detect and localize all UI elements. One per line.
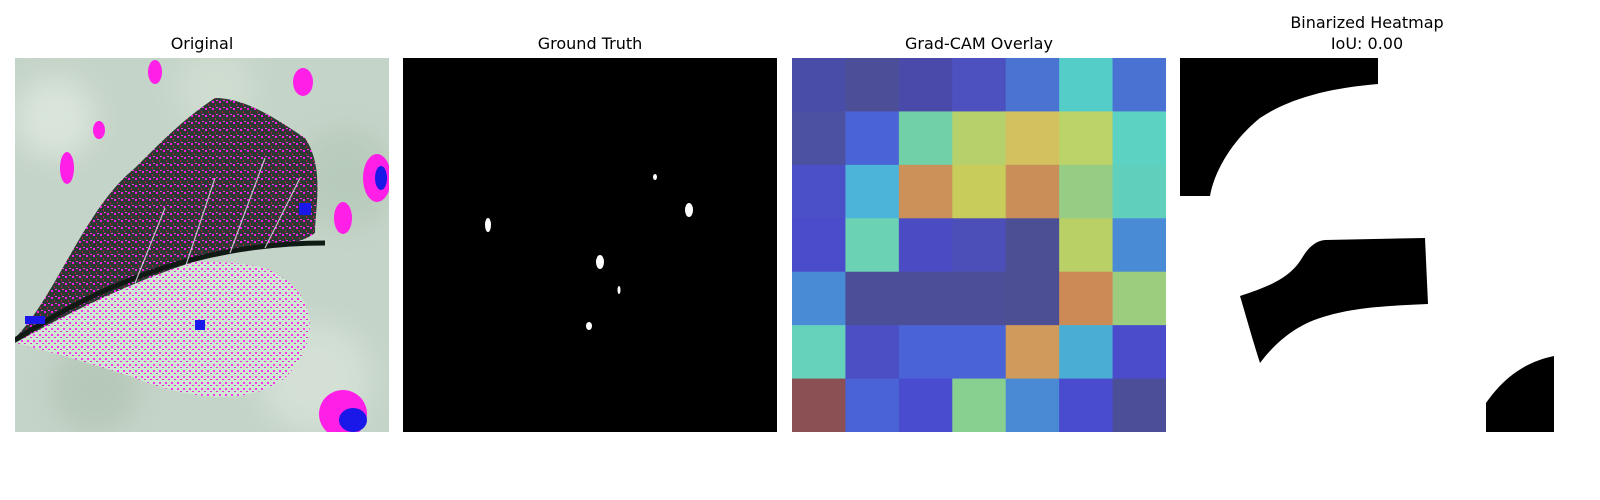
gradcam-cell bbox=[845, 111, 900, 166]
panel-title-binarized: Binarized Heatmap bbox=[1290, 13, 1444, 32]
gradcam-cell bbox=[845, 164, 900, 219]
gradcam-cell bbox=[952, 378, 1007, 432]
gradcam-cell bbox=[1005, 218, 1060, 273]
panel-ground-truth: Ground Truth bbox=[403, 0, 777, 500]
gradcam-cell bbox=[952, 271, 1007, 326]
original-leaf-image bbox=[15, 58, 389, 432]
gradcam-cell bbox=[1112, 58, 1166, 112]
gradcam-cell bbox=[898, 58, 953, 112]
gradcam-cell bbox=[792, 218, 846, 273]
gradcam-cell bbox=[1112, 271, 1166, 326]
gradcam-cell bbox=[792, 111, 846, 166]
gradcam-cell bbox=[952, 325, 1007, 380]
gradcam-cell bbox=[1059, 378, 1114, 432]
binarized-mask bbox=[1180, 58, 1554, 432]
gradcam-cell bbox=[952, 218, 1007, 273]
gradcam-cell bbox=[1059, 271, 1114, 326]
gradcam-cell bbox=[952, 58, 1007, 112]
gradcam-cell bbox=[898, 325, 953, 380]
panel-title-original: Original bbox=[170, 34, 234, 53]
gradcam-cell bbox=[845, 325, 900, 380]
gradcam-cell bbox=[1005, 164, 1060, 219]
gradcam-cell bbox=[792, 164, 846, 219]
panel-title-ground-truth: Ground Truth bbox=[537, 34, 643, 53]
gradcam-cell bbox=[1112, 218, 1166, 273]
gradcam-cell bbox=[1059, 325, 1114, 380]
gradcam-cell bbox=[792, 378, 846, 432]
gradcam-cell bbox=[845, 271, 900, 326]
gradcam-cell bbox=[898, 271, 953, 326]
gradcam-cell bbox=[898, 164, 953, 219]
gradcam-cell bbox=[1112, 325, 1166, 380]
gradcam-heatmap-grid bbox=[792, 58, 1166, 432]
gradcam-cell bbox=[898, 111, 953, 166]
gradcam-cell bbox=[1005, 325, 1060, 380]
gradcam-cell bbox=[898, 378, 953, 432]
gradcam-cell bbox=[1005, 111, 1060, 166]
gradcam-cell bbox=[952, 164, 1007, 219]
panel-original: Original bbox=[15, 0, 389, 500]
gradcam-cell bbox=[1005, 58, 1060, 112]
gradcam-cell bbox=[1005, 271, 1060, 326]
gradcam-cell bbox=[1059, 218, 1114, 273]
gradcam-cell bbox=[1059, 111, 1114, 166]
panel-title-gradcam: Grad-CAM Overlay bbox=[905, 34, 1053, 53]
gradcam-cell bbox=[1005, 378, 1060, 432]
gradcam-cell bbox=[792, 271, 846, 326]
gradcam-cell bbox=[952, 111, 1007, 166]
gradcam-cell bbox=[1059, 58, 1114, 112]
gradcam-cell bbox=[845, 58, 900, 112]
gradcam-cell bbox=[1112, 378, 1166, 432]
ground-truth-mask bbox=[403, 58, 777, 432]
panel-binarized-heatmap: Binarized Heatmap IoU: 0.00 bbox=[1180, 0, 1554, 500]
iou-score-label: IoU: 0.00 bbox=[1330, 34, 1404, 53]
gradcam-cell bbox=[792, 58, 846, 112]
gradcam-cell bbox=[845, 218, 900, 273]
gradcam-cell bbox=[1059, 164, 1114, 219]
gradcam-cell bbox=[845, 378, 900, 432]
gradcam-cell bbox=[792, 325, 846, 380]
gradcam-cell bbox=[898, 218, 953, 273]
gradcam-cell bbox=[1112, 111, 1166, 166]
panel-gradcam-overlay: Grad-CAM Overlay bbox=[792, 0, 1166, 500]
gradcam-cell bbox=[1112, 164, 1166, 219]
